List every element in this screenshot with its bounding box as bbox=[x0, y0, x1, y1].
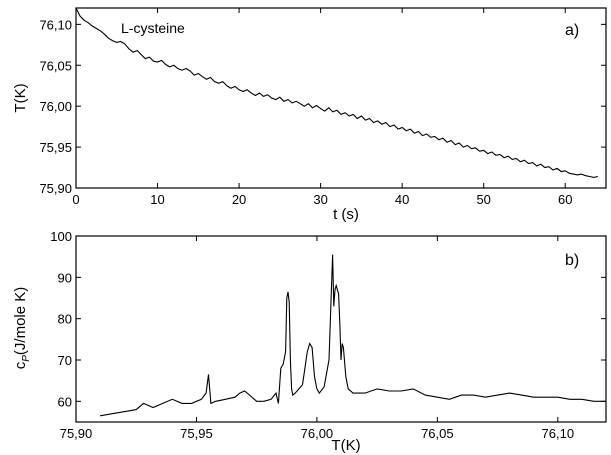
panel-a-x-tick-label: 20 bbox=[232, 192, 246, 207]
panel-b-x-tick-label: 76,10 bbox=[542, 426, 575, 441]
panel-b-x-ticks: 75,90 75,95 76,00 76,05 76,10 bbox=[60, 236, 574, 441]
panel-a-x-tick-label: 30 bbox=[313, 192, 327, 207]
panel-b-frame bbox=[75, 235, 607, 423]
panel-b-x-tick-label: 75,95 bbox=[180, 426, 213, 441]
panel-b-y-axis-label: cP(J/mole K) bbox=[12, 287, 32, 370]
panel-b-y-axis-label-subscript: P bbox=[21, 355, 32, 362]
panel-b-y-tick-label: 80 bbox=[58, 312, 72, 327]
panel-b-y-tick-label: 60 bbox=[58, 394, 72, 409]
panel-b-label: b) bbox=[565, 252, 579, 269]
panel-b-x-tick-label: 76,00 bbox=[301, 426, 334, 441]
panel-b-y-axis-label-main: c bbox=[12, 361, 29, 369]
panel-b-y-tick-label: 100 bbox=[50, 229, 72, 244]
panel-a-x-tick-label: 60 bbox=[558, 192, 572, 207]
panel-b-x-tick-label: 75,90 bbox=[60, 426, 93, 441]
panel-b-x-tick-label: 76,05 bbox=[421, 426, 454, 441]
panel-b-y-ticks: 60 70 80 90 100 bbox=[50, 229, 606, 409]
panel-a-y-tick-label: 75,95 bbox=[39, 140, 72, 155]
panel-a-x-tick-label: 10 bbox=[150, 192, 164, 207]
panel-a-y-tick-label: 76,05 bbox=[39, 58, 72, 73]
panel-b-x-axis-label: T(K) bbox=[331, 437, 360, 454]
panel-a-y-tick-label: 75,90 bbox=[39, 181, 72, 196]
panel-a-x-tick-label: 50 bbox=[476, 192, 490, 207]
panel-b-y-tick-label: 70 bbox=[58, 353, 72, 368]
panel-a-y-ticks: 75,90 75,95 76,00 76,05 76,10 bbox=[39, 17, 606, 196]
panel-a-annotation: L-cysteine bbox=[121, 20, 185, 36]
panel-a-x-axis-label: t (s) bbox=[333, 206, 359, 223]
panel-a-label: a) bbox=[565, 22, 579, 39]
panel-a-y-axis-label: T(K) bbox=[12, 83, 29, 112]
panel-a-y-tick-label: 76,00 bbox=[39, 99, 72, 114]
panel-a-series-line bbox=[75, 7, 598, 178]
panel-a-x-tick-label: 0 bbox=[72, 192, 79, 207]
panel-a-x-ticks: 0 10 20 30 40 50 60 bbox=[72, 8, 572, 207]
panel-b-y-axis-label-units: (J/mole K) bbox=[12, 287, 29, 355]
panel-b-series-line bbox=[100, 254, 606, 417]
panel-a-frame bbox=[75, 7, 607, 189]
panel-b-y-tick-label: 90 bbox=[58, 270, 72, 285]
panel-b-heat-capacity-vs-temperature: 75,90 75,95 76,00 76,05 76,10 60 70 80 90 100 b)… bbox=[12, 229, 607, 454]
panel-a-x-tick-label: 40 bbox=[395, 192, 409, 207]
panel-a-y-tick-label: 76,10 bbox=[39, 17, 72, 32]
panel-a-temperature-vs-time: 0 10 20 30 40 50 60 75,9075,9576,0076,0576,10 … bbox=[12, 7, 607, 223]
